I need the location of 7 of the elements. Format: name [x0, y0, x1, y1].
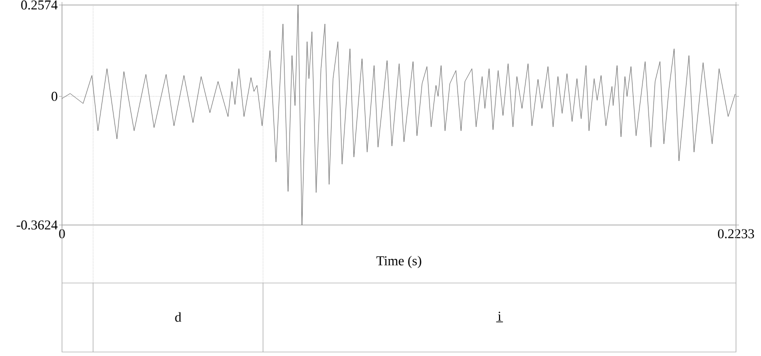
text: d — [175, 312, 182, 322]
x-axis-title: Time (s) — [376, 256, 422, 268]
y-tick-label: 0.2574 — [21, 0, 58, 10]
text: i̲ — [496, 312, 503, 322]
x-tick-label: 0.2233 — [718, 229, 754, 238]
y-tick-label: -0.3624 — [16, 220, 58, 230]
y-tick-label: 0 — [52, 92, 58, 101]
